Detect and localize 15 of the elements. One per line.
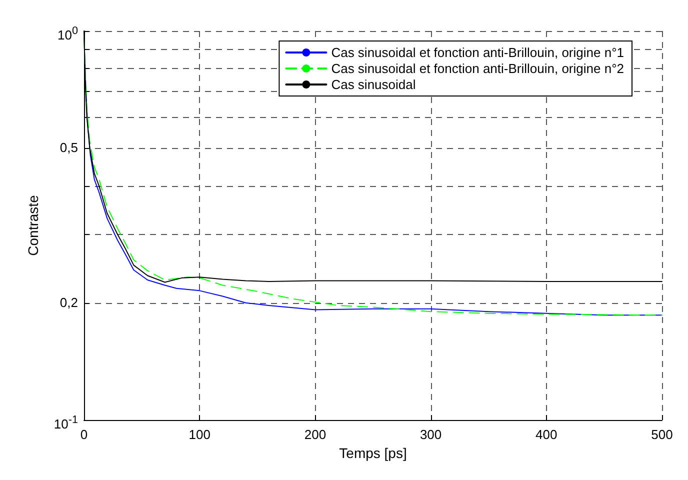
y-tick-label: 10$^{0}$ [58,24,78,42]
x-tick-label: 200 [304,427,326,442]
legend-label: Cas sinusoidal et fonction anti-Brillouin, origine n°1 [331,45,624,60]
x-axis-title: Temps [ps] [339,444,407,461]
x-tick-label: 100 [188,427,210,442]
y-tick-label: 0,5 [60,140,78,156]
y-tick-label: 0,2 [60,294,78,311]
legend-label: Cas sinusoidal [331,77,416,92]
x-tick-label: 300 [420,427,442,442]
x-tick-label: 500 [651,427,673,442]
y-axis-title: Contraste [25,194,41,256]
legend-label: Cas sinusoidal et fonction anti-Brillouin, origine n°2 [331,61,624,76]
x-tick-label: 400 [536,427,558,442]
y-tick-label: 10$^{-1}$ [54,413,78,432]
x-tick-label: 0 [80,427,88,442]
